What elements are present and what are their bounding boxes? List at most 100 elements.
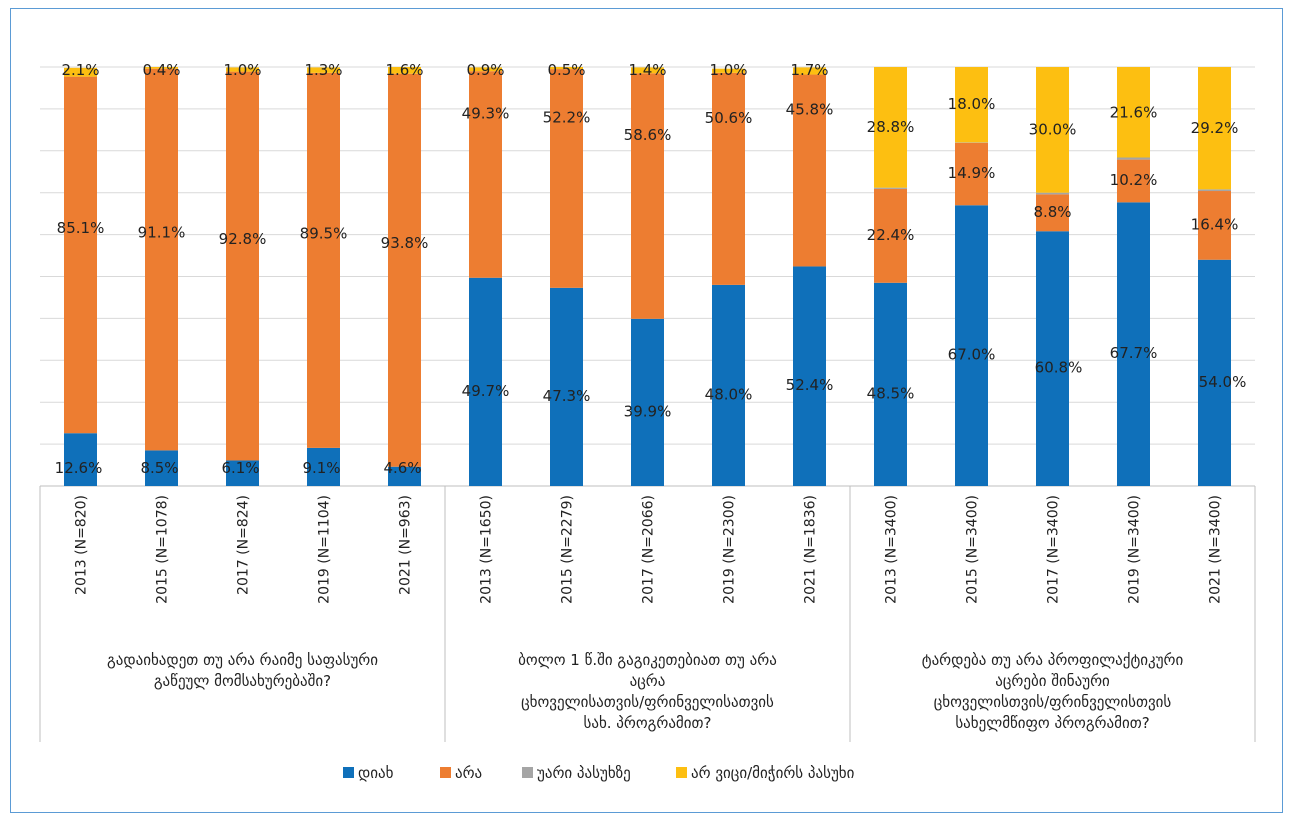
category-tick-label: 2017 (N=2066) [641,495,657,604]
group-label: გადაიხადეთ თუ არა რაიმე საფასური [107,651,378,669]
bar-segment-no [793,74,826,267]
bar-segment-dont-know [64,67,97,77]
data-label: 58.6% [624,126,672,144]
data-label: 0.4% [142,61,180,79]
legend-swatch [440,767,451,778]
data-label: 67.0% [948,346,996,364]
bar-segment-yes [307,447,340,486]
data-label: 48.0% [705,385,753,403]
group-label: ტარდება თუ არა პროფილაქტიკური [922,651,1184,669]
bar-segment-no [1198,191,1231,260]
bar-segment-no [469,71,502,278]
data-label: 8.8% [1033,203,1071,221]
group-label: აცრები შინაური [995,672,1110,690]
bar-segment-dont-know [793,67,826,75]
data-label: 1.3% [304,61,342,79]
bar-segment-dont-know [307,67,340,73]
data-label: 0.5% [547,61,585,79]
category-tick-label: 2015 (N=3400) [965,495,981,604]
bar-segment-dont-know [469,67,502,72]
bar-segment-refused [1117,157,1150,160]
data-label: 8.5% [140,459,178,477]
data-label: 91.1% [138,224,186,242]
category-tick-label: 2013 (N=820) [74,495,90,595]
category-tick-label: 2013 (N=3400) [884,495,900,604]
bar-segment-refused [1036,192,1069,195]
bar-segment-yes [145,450,178,486]
legend-swatch [343,767,354,778]
data-label: 14.9% [948,164,996,182]
data-label: 1.7% [790,61,828,79]
category-tick-label: 2021 (N=1836) [803,495,819,604]
bar-segment-dont-know [550,67,583,70]
data-label: 6.1% [221,459,259,477]
data-label: 1.0% [223,61,261,79]
data-label: 85.1% [57,219,105,237]
bar-segment-no [631,73,664,319]
data-label: 89.5% [300,224,348,242]
legend-label: არა [455,764,482,782]
bar-segment-dont-know [955,67,988,143]
group-label: გაწეულ მომსახურებაში? [154,672,331,690]
data-label: 93.8% [381,234,429,252]
legend-label: დიახ [358,764,394,782]
category-tick-label: 2019 (N=3400) [1127,495,1143,604]
data-label: 0.9% [466,61,504,79]
data-label: 47.3% [543,387,591,405]
bar-segment-yes [469,277,502,486]
data-label: 49.7% [462,382,510,400]
bar-segment-refused [874,187,907,189]
group-label: აცრა [630,672,666,690]
bar-segment-yes [793,266,826,486]
bar-segment-no [550,69,583,288]
data-label: 45.8% [786,100,834,118]
data-label: 60.8% [1035,359,1083,377]
bar-segment-no [64,76,97,434]
data-label: 50.6% [705,109,753,127]
bar-segment-dont-know [1117,67,1150,158]
data-label: 21.6% [1110,103,1158,121]
data-label: 18.0% [948,95,996,113]
bar-segment-yes [874,282,907,486]
group-label: სახ. პროგრამით? [583,714,711,732]
category-tick-label: 2019 (N=2300) [722,495,738,604]
bar-segment-no [145,68,178,451]
bar-segment-no [307,72,340,448]
bar-segment-dont-know [1198,67,1231,190]
data-label: 30.0% [1029,121,1077,139]
data-label: 52.2% [543,108,591,126]
bar-segment-refused [1198,189,1231,192]
bar-segment-no [226,71,259,461]
data-label: 39.9% [624,402,672,420]
bar-segment-no [388,73,421,467]
bar-segment-yes [1036,231,1069,486]
data-label: 67.7% [1110,344,1158,362]
category-tick-label: 2021 (N=3400) [1208,495,1224,604]
legend-swatch [676,767,687,778]
legend-label: არ ვიცი/მიჭირს პასუხი [691,764,855,782]
data-label: 22.4% [867,226,915,244]
bar-segment-no [955,142,988,206]
bar-segment-dont-know [226,67,259,72]
data-label: 9.1% [302,459,340,477]
data-label: 48.5% [867,384,915,402]
data-label: 1.4% [628,61,666,79]
bar-segment-no [1117,159,1150,203]
data-label: 16.4% [1191,215,1239,233]
category-tick-label: 2017 (N=824) [236,495,252,595]
category-tick-label: 2015 (N=1078) [155,495,171,604]
category-tick-label: 2021 (N=963) [398,495,414,595]
data-label: 1.6% [385,61,423,79]
data-label: 4.6% [383,459,421,477]
data-label: 10.2% [1110,171,1158,189]
bar-segment-no [712,72,745,285]
data-label: 49.3% [462,104,510,122]
bar-segment-yes [1117,202,1150,486]
category-tick-label: 2013 (N=1650) [479,495,495,604]
bar-segment-dont-know [712,68,745,73]
bar-segment-yes [388,466,421,486]
bar-segment-yes [631,318,664,486]
category-tick-label: 2017 (N=3400) [1046,495,1062,604]
data-label: 2.1% [61,61,99,79]
data-label: 28.8% [867,118,915,136]
